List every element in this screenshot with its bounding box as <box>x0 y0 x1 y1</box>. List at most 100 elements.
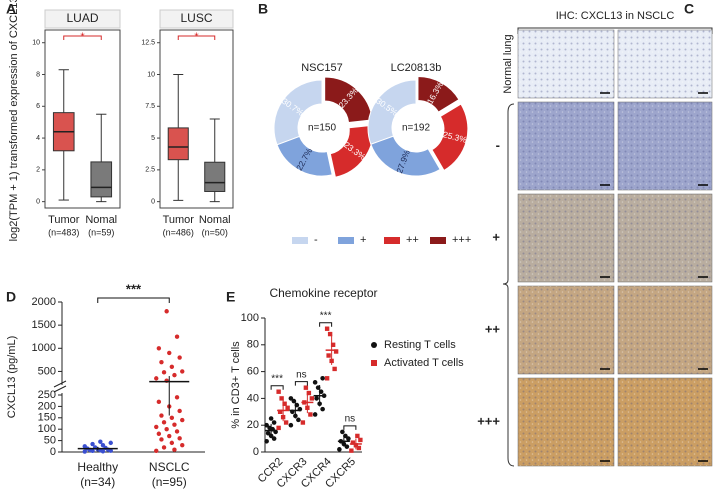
y-tick-label: 0 <box>36 198 40 205</box>
significance: *** <box>320 310 332 321</box>
significance: ns <box>345 414 356 425</box>
legend-swatch <box>338 237 354 244</box>
data-point <box>159 413 164 418</box>
axis-break <box>53 380 67 388</box>
data-point <box>154 448 159 454</box>
ihc-texture <box>618 30 712 98</box>
data-point <box>330 342 336 347</box>
data-point <box>159 437 164 442</box>
y-tick-label: 60 <box>247 366 259 378</box>
data-point <box>82 444 87 449</box>
significance-bracket <box>343 425 357 430</box>
data-point <box>161 420 167 425</box>
data-point <box>174 334 180 339</box>
y-tick-label: 0 <box>253 446 259 458</box>
data-point <box>271 420 277 425</box>
data-point <box>180 369 185 374</box>
data-point <box>169 440 175 446</box>
data-point <box>320 376 325 381</box>
y-tick-label: 40 <box>247 392 259 404</box>
panel-label: B <box>258 1 268 17</box>
row-label: Normal lung <box>502 34 514 93</box>
y-tick-label: 7.5 <box>145 103 155 110</box>
panel-label: D <box>6 289 16 305</box>
y-tick-label: 50 <box>44 435 56 447</box>
y-tick-label: 200 <box>38 400 56 412</box>
y-tick-label: 6 <box>36 103 40 110</box>
chart-title: NSC157 <box>301 62 343 74</box>
legend-label: +++ <box>452 234 471 246</box>
data-point <box>90 441 95 447</box>
data-point <box>300 420 306 425</box>
significance-bracket <box>63 35 102 40</box>
data-point <box>332 366 337 372</box>
ihc-texture <box>518 378 614 466</box>
chart-title: LC20813b <box>391 62 442 74</box>
y-tick-label: 0 <box>151 198 155 205</box>
y-tick-label: 8 <box>36 71 40 78</box>
y-tick-label: 500 <box>38 365 56 377</box>
data-point <box>268 416 274 421</box>
data-point <box>172 372 177 378</box>
y-tick-label: 150 <box>38 412 56 424</box>
data-point <box>167 433 172 439</box>
ihc-texture <box>518 102 614 190</box>
center-label: n=192 <box>402 123 431 134</box>
y-tick-label: 2.5 <box>145 167 155 174</box>
y-tick-label: 12.5 <box>141 40 155 47</box>
data-point <box>164 309 169 314</box>
data-point <box>169 415 175 420</box>
ihc-texture <box>618 286 712 374</box>
ihc-texture <box>618 378 712 466</box>
y-axis-label: CXCL13 (pg/mL) <box>6 336 18 419</box>
data-point <box>312 412 318 417</box>
data-point <box>349 448 354 453</box>
data-point <box>344 444 350 449</box>
x-tick-label: Tumor <box>163 214 195 226</box>
data-point <box>265 430 271 436</box>
data-point <box>326 353 331 358</box>
data-point <box>161 445 167 450</box>
data-point <box>161 370 167 375</box>
legend-label: + <box>360 234 366 246</box>
y-tick-label: 1500 <box>32 319 56 331</box>
data-point <box>177 408 182 414</box>
data-point <box>356 445 362 451</box>
plot-frame <box>44 29 121 209</box>
data-point <box>180 442 185 448</box>
data-point <box>174 429 180 434</box>
chart-title: LUAD <box>66 11 98 25</box>
y-tick-label: 2 <box>36 167 40 174</box>
data-point <box>154 376 159 381</box>
data-point <box>296 417 301 423</box>
title-strip <box>159 9 234 29</box>
y-tick-label: 20 <box>247 419 259 431</box>
row-bracket <box>502 103 515 467</box>
data-point <box>264 422 269 428</box>
data-point <box>279 396 284 401</box>
axis-break <box>53 385 67 393</box>
ihc-texture <box>518 30 614 98</box>
center-label: n=150 <box>308 123 337 134</box>
data-point <box>314 396 319 401</box>
data-point <box>308 412 313 417</box>
y-tick-label: 10 <box>32 40 40 47</box>
y-tick-label: 100 <box>38 423 56 435</box>
legend-label: - <box>314 234 318 246</box>
legend-label: Resting T cells <box>384 339 456 351</box>
data-point <box>276 389 281 394</box>
row-label: + <box>492 229 500 244</box>
y-tick-label: 2000 <box>32 296 56 308</box>
data-point <box>154 424 159 430</box>
y-tick-label: 80 <box>247 339 259 351</box>
donut-slice <box>276 135 333 177</box>
y-tick-label: 0 <box>50 446 56 458</box>
data-point <box>156 399 162 405</box>
data-point <box>159 359 164 365</box>
y-tick-label: 100 <box>241 312 259 324</box>
legend-label: ++ <box>406 234 419 246</box>
data-point <box>169 364 175 369</box>
panel-label: C <box>684 1 694 17</box>
data-point <box>264 438 269 444</box>
